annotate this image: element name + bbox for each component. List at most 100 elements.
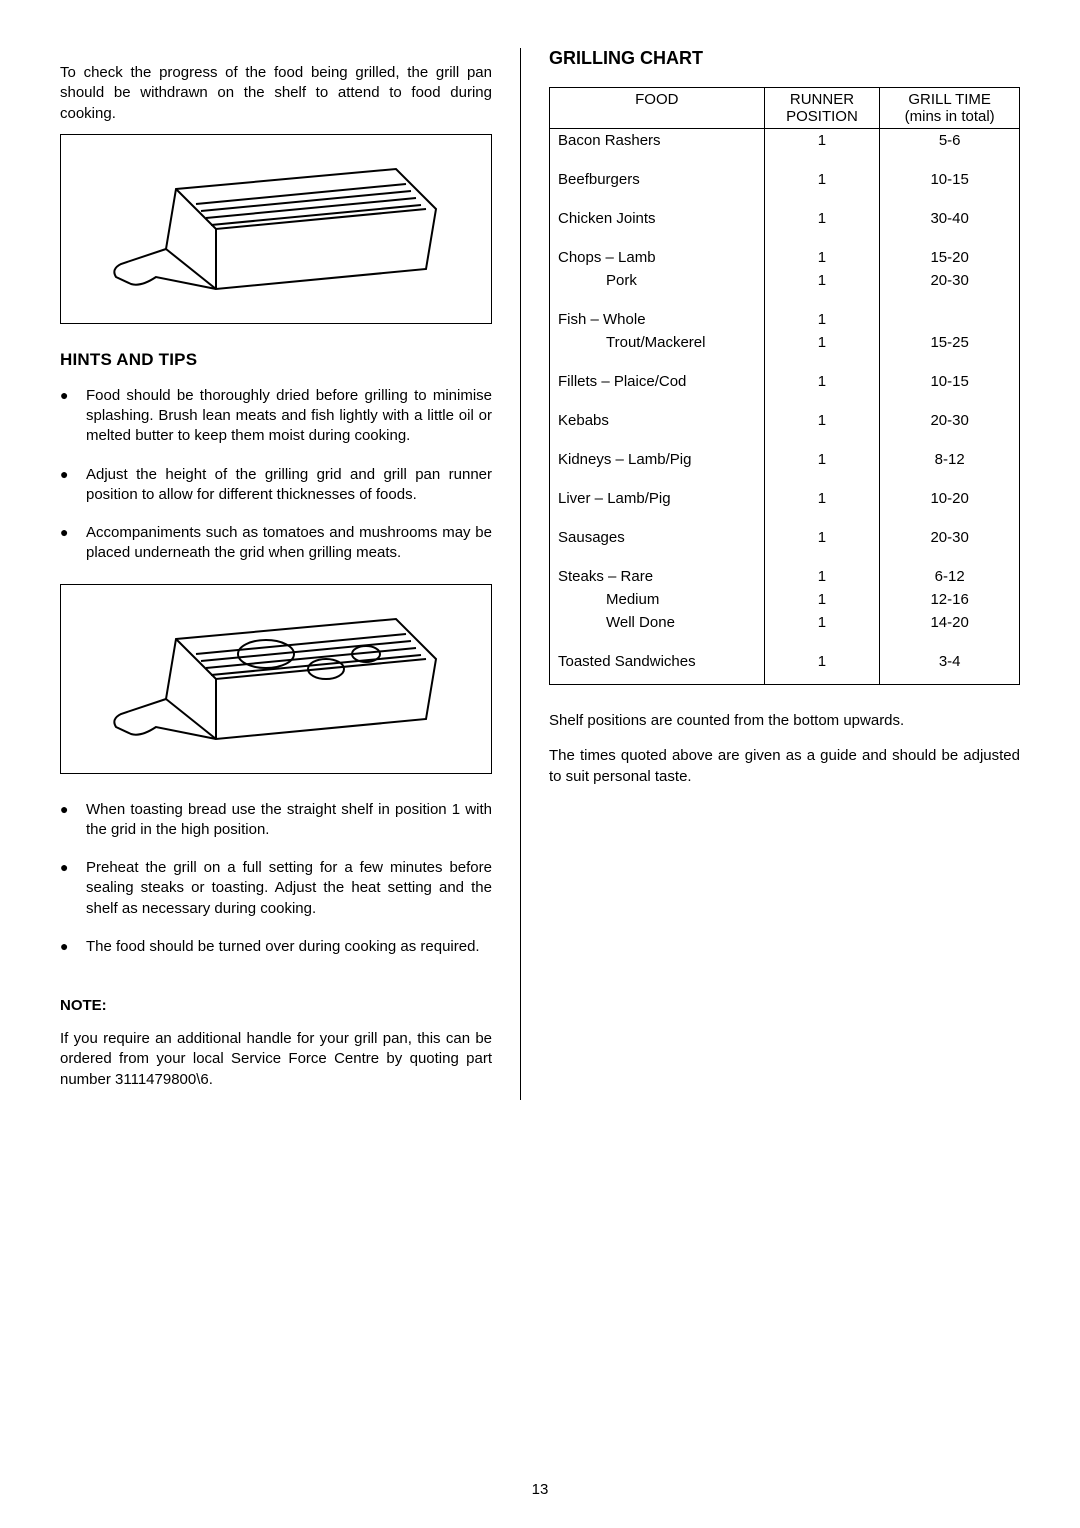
grill-pan-figure-1	[60, 134, 492, 324]
header-food: FOOD	[550, 88, 765, 129]
time-cell: 14-20	[880, 611, 1020, 634]
spacer-row	[550, 292, 1020, 308]
spacer-row	[550, 191, 1020, 207]
time-cell: 6-12	[880, 565, 1020, 588]
table-row: Chicken Joints130-40	[550, 207, 1020, 230]
grilling-chart-body: Bacon Rashers15-6Beefburgers110-15Chicke…	[550, 129, 1020, 685]
time-cell: 15-25	[880, 331, 1020, 354]
grill-pan-svg-2	[96, 599, 456, 759]
position-cell: 1	[764, 269, 880, 292]
position-cell: 1	[764, 588, 880, 611]
food-cell: Sausages	[550, 526, 765, 549]
spacer-row	[550, 471, 1020, 487]
spacer-row	[550, 634, 1020, 650]
position-cell: 1	[764, 448, 880, 471]
right-column: GRILLING CHART FOOD RUNNER POSITION GRIL…	[520, 48, 1020, 1100]
time-cell: 20-30	[880, 409, 1020, 432]
table-row: Steaks – Rare16-12	[550, 565, 1020, 588]
table-row: Trout/Mackerel115-25	[550, 331, 1020, 354]
food-cell: Well Done	[550, 611, 765, 634]
table-row: Kidneys – Lamb/Pig18-12	[550, 448, 1020, 471]
food-cell: Toasted Sandwiches	[550, 650, 765, 685]
intro-paragraph: To check the progress of the food being …	[60, 63, 492, 124]
table-row: Well Done114-20	[550, 611, 1020, 634]
page-number: 13	[0, 1481, 1080, 1498]
table-row: Sausages120-30	[550, 526, 1020, 549]
table-row: Liver – Lamb/Pig110-20	[550, 487, 1020, 510]
spacer-row	[550, 393, 1020, 409]
position-cell: 1	[764, 207, 880, 230]
time-cell: 30-40	[880, 207, 1020, 230]
time-cell: 8-12	[880, 448, 1020, 471]
hints-list-1: Food should be thoroughly dried before g…	[60, 386, 492, 564]
hint-item: The food should be turned over during co…	[60, 937, 492, 957]
position-cell: 1	[764, 308, 880, 331]
table-row: Medium112-16	[550, 588, 1020, 611]
time-cell: 10-15	[880, 370, 1020, 393]
food-cell: Liver – Lamb/Pig	[550, 487, 765, 510]
position-cell: 1	[764, 526, 880, 549]
footer-note-2: The times quoted above are given as a gu…	[549, 746, 1020, 787]
food-cell: Chops – Lamb	[550, 246, 765, 269]
footer-note-1: Shelf positions are counted from the bot…	[549, 711, 1020, 731]
spacer-row	[550, 549, 1020, 565]
position-cell: 1	[764, 611, 880, 634]
position-cell: 1	[764, 129, 880, 153]
header-position: RUNNER POSITION	[764, 88, 880, 129]
table-row: Fillets – Plaice/Cod110-15	[550, 370, 1020, 393]
position-cell: 1	[764, 246, 880, 269]
spacer-row	[550, 432, 1020, 448]
position-cell: 1	[764, 331, 880, 354]
time-cell: 5-6	[880, 129, 1020, 153]
left-column: To check the progress of the food being …	[60, 48, 520, 1100]
position-cell: 1	[764, 487, 880, 510]
grill-pan-figure-2	[60, 584, 492, 774]
spacer-row	[550, 510, 1020, 526]
time-cell: 15-20	[880, 246, 1020, 269]
header-time: GRILL TIME (mins in total)	[880, 88, 1020, 129]
hint-item: Food should be thoroughly dried before g…	[60, 386, 492, 447]
grill-pan-svg-1	[96, 149, 456, 309]
hint-item: Adjust the height of the grilling grid a…	[60, 465, 492, 506]
table-row: Beefburgers110-15	[550, 168, 1020, 191]
position-cell: 1	[764, 168, 880, 191]
time-cell: 12-16	[880, 588, 1020, 611]
table-row: Toasted Sandwiches13-4	[550, 650, 1020, 685]
food-cell: Bacon Rashers	[550, 129, 765, 153]
time-cell: 10-15	[880, 168, 1020, 191]
grilling-chart-table: FOOD RUNNER POSITION GRILL TIME (mins in…	[549, 87, 1020, 685]
food-cell: Fish – Whole	[550, 308, 765, 331]
table-row: Fish – Whole1	[550, 308, 1020, 331]
position-cell: 1	[764, 370, 880, 393]
columns: To check the progress of the food being …	[60, 48, 1020, 1100]
hints-list-2: When toasting bread use the straight she…	[60, 800, 492, 958]
time-cell: 20-30	[880, 526, 1020, 549]
table-row: Kebabs120-30	[550, 409, 1020, 432]
table-row: Pork120-30	[550, 269, 1020, 292]
food-cell: Chicken Joints	[550, 207, 765, 230]
table-row: Chops – Lamb115-20	[550, 246, 1020, 269]
page: To check the progress of the food being …	[0, 0, 1080, 1528]
hints-title: HINTS AND TIPS	[60, 350, 492, 370]
spacer-row	[550, 354, 1020, 370]
spacer-row	[550, 230, 1020, 246]
position-cell: 1	[764, 565, 880, 588]
food-cell: Kidneys – Lamb/Pig	[550, 448, 765, 471]
hint-item: When toasting bread use the straight she…	[60, 800, 492, 841]
food-cell: Beefburgers	[550, 168, 765, 191]
time-cell: 20-30	[880, 269, 1020, 292]
time-cell: 3-4	[880, 650, 1020, 685]
table-row: Bacon Rashers15-6	[550, 129, 1020, 153]
note-label: NOTE:	[60, 997, 492, 1014]
food-cell: Kebabs	[550, 409, 765, 432]
note-paragraph: If you require an additional handle for …	[60, 1029, 492, 1090]
hint-item: Accompaniments such as tomatoes and mush…	[60, 523, 492, 564]
food-cell: Medium	[550, 588, 765, 611]
food-cell: Pork	[550, 269, 765, 292]
position-cell: 1	[764, 409, 880, 432]
spacer-row	[550, 152, 1020, 168]
time-cell: 10-20	[880, 487, 1020, 510]
chart-title: GRILLING CHART	[549, 48, 1020, 69]
food-cell: Trout/Mackerel	[550, 331, 765, 354]
food-cell: Steaks – Rare	[550, 565, 765, 588]
